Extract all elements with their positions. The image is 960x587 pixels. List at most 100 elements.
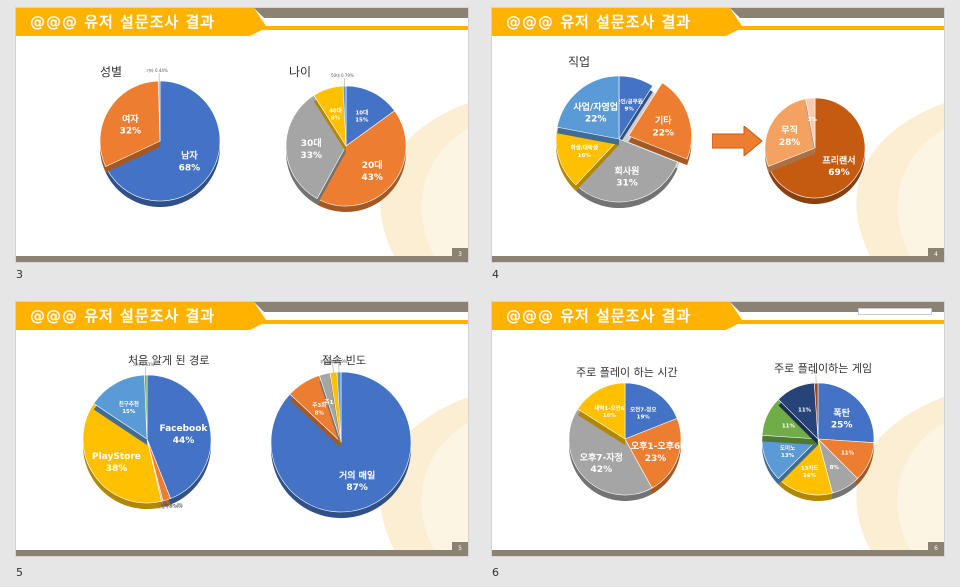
pie-slice-percent: 16%: [603, 413, 617, 419]
slide-title: @@@ 유저 설문조사 결과: [30, 13, 216, 31]
pie-slice-percent: 44%: [173, 436, 195, 446]
pie-slice-outer-label: 기타 0.63%: [133, 361, 155, 367]
pie-slice-percent: 22%: [652, 128, 674, 138]
pie-leader-line: [332, 364, 334, 373]
footer-bar: [492, 256, 944, 262]
slide-title: @@@ 유저 설문조사 결과: [506, 307, 692, 325]
slide-5[interactable]: @@@ 유저 설문조사 결과 처음 알게 된 경로 Facebook 44% You…: [16, 302, 468, 556]
slide-number: 5: [452, 542, 468, 556]
pie-slice: [82, 403, 162, 504]
pie-slice-percent: 28%: [779, 138, 801, 148]
pie-slice-label: 프리랜서: [822, 154, 855, 166]
pie-slice: [568, 408, 653, 496]
slide-6[interactable]: @@@ 유저 설문조사 결과 주로 플레이 하는 시간 오전7-정오 19% 오후1…: [492, 302, 944, 556]
pie-slice-outer-label: Youtube 2%: [158, 502, 183, 507]
pie-slice-label: PlayStore: [92, 452, 141, 462]
pie-slice-percent: 11%: [798, 407, 812, 413]
pie-slice-outer-label: 기타 0.44%: [146, 67, 168, 73]
pie-slice-percent: 15%: [122, 409, 136, 415]
pie-slice-percent: 11%: [782, 424, 796, 430]
pie-slice-outer-label: 월1회 0.9%: [326, 358, 348, 364]
pie-chart-discovery: Facebook 44% Youtube 2%인터넷검색 0.36% PlayStor…: [82, 361, 212, 509]
pie-leader-line: [161, 501, 165, 509]
pie-slice-percent: 13%: [781, 453, 795, 459]
pie-slice-label: 기타: [655, 115, 672, 127]
pie-slice-percent: 22%: [585, 115, 607, 125]
header-banner: [492, 8, 944, 36]
pie-slice-percent: 25%: [831, 421, 853, 431]
pie-leader-line: [166, 499, 170, 508]
pie-slice-label: 사업/자영업: [573, 101, 618, 113]
pie-slice-percent: 38%: [106, 464, 128, 474]
pie-slice-label: 10대: [355, 108, 368, 116]
footer-bar: [16, 550, 468, 556]
pie-slice: [577, 382, 626, 440]
pie-slice: [93, 374, 148, 440]
pie-slice-percent: 16%: [803, 473, 817, 479]
pie-slice: [146, 374, 212, 499]
pie-slice-percent: 43%: [361, 173, 383, 183]
pie-slice-label: 도미노: [780, 444, 795, 452]
slide-caption-6: 6: [492, 566, 499, 579]
pie-slice: [336, 371, 342, 443]
pie-slice-label: 거의 매일: [339, 469, 375, 481]
pie-slice-percent: 33%: [300, 151, 322, 161]
pie-slice-label: 주1회: [325, 398, 339, 406]
pie-slice-percent: 19%: [637, 415, 651, 421]
pie-slice-label: 무직: [781, 125, 798, 136]
background-swirl-decoration: [380, 103, 468, 262]
footer-bar: [16, 256, 468, 262]
slide-title: @@@ 유저 설문조사 결과: [506, 13, 692, 31]
pie-slice-percent: 68%: [179, 163, 201, 173]
pie-slice-label: 학생/대학생: [571, 144, 598, 152]
pie-slice-label: 여자: [122, 113, 139, 125]
slide-4[interactable]: @@@ 유저 설문조사 결과 직업 군인/공무원 9% 기타 22% 회사원 31% 학생/…: [492, 8, 944, 262]
slide-caption-5: 5: [16, 566, 23, 579]
chart-title-games: 주로 플레이하는 게임: [774, 362, 873, 375]
pie-slice: [345, 85, 395, 147]
background-swirl-decoration: [856, 397, 944, 556]
pie-slice-outer-label: 1%: [811, 370, 818, 375]
pie-slice: [99, 80, 161, 167]
pie-slice: [624, 417, 682, 489]
pie-slice: [624, 382, 678, 440]
pie-chart-other-breakdown: 프리랜서 69% 무직 28% 3%: [764, 97, 866, 204]
pie-slice-side: [319, 378, 341, 448]
pie-slice-percent: 8%: [830, 465, 840, 471]
pie-slice-percent: 11%: [841, 450, 855, 456]
pie-slice-label: 30대: [301, 137, 322, 149]
slide-title: @@@ 유저 설문조사 결과: [30, 307, 216, 325]
header-banner: [16, 302, 468, 330]
chart-title-frequency: 접속 빈도: [322, 354, 366, 367]
header-banner: [16, 8, 468, 36]
pie-slice-label: 주3회: [312, 401, 326, 409]
pie-slice-percent: 69%: [828, 168, 850, 178]
pie-slice-label: 13카드: [801, 464, 819, 472]
pie-slice-percent: 9%: [625, 107, 635, 113]
pie-slice-percent: 23%: [645, 454, 667, 464]
chart-title-gender: 성별: [100, 65, 123, 79]
pie-slice-percent: 15%: [355, 118, 369, 124]
pie-slice-label: Facebook: [159, 424, 208, 434]
pie-slice: [316, 110, 407, 207]
pie-slice: [575, 138, 678, 203]
pie-slice-outer-label: 주2회 1.6%: [320, 358, 342, 364]
background-swirl-decoration: [856, 103, 944, 262]
slide-3[interactable]: @@@ 유저 설문조사 결과 성별 남자 68% 여자 32% 기타 0.44% 나이 …: [16, 8, 468, 262]
pie-slice: [817, 382, 875, 443]
search-input[interactable]: [858, 308, 932, 315]
footer-bar: [492, 550, 944, 556]
arrow-right-icon: [712, 126, 763, 156]
pie-slice-label: 폭탄: [833, 407, 850, 419]
pie-slice-label: 40대: [329, 106, 342, 114]
pie-slice-label: 오후7-자정: [580, 451, 623, 463]
pie-slice-percent: 32%: [120, 127, 142, 137]
pie-slice-side: [330, 378, 341, 448]
pie-slice-outer-label: 50대 0.79%: [331, 72, 354, 78]
pie-slice-label: 오전7-정오: [630, 406, 656, 414]
